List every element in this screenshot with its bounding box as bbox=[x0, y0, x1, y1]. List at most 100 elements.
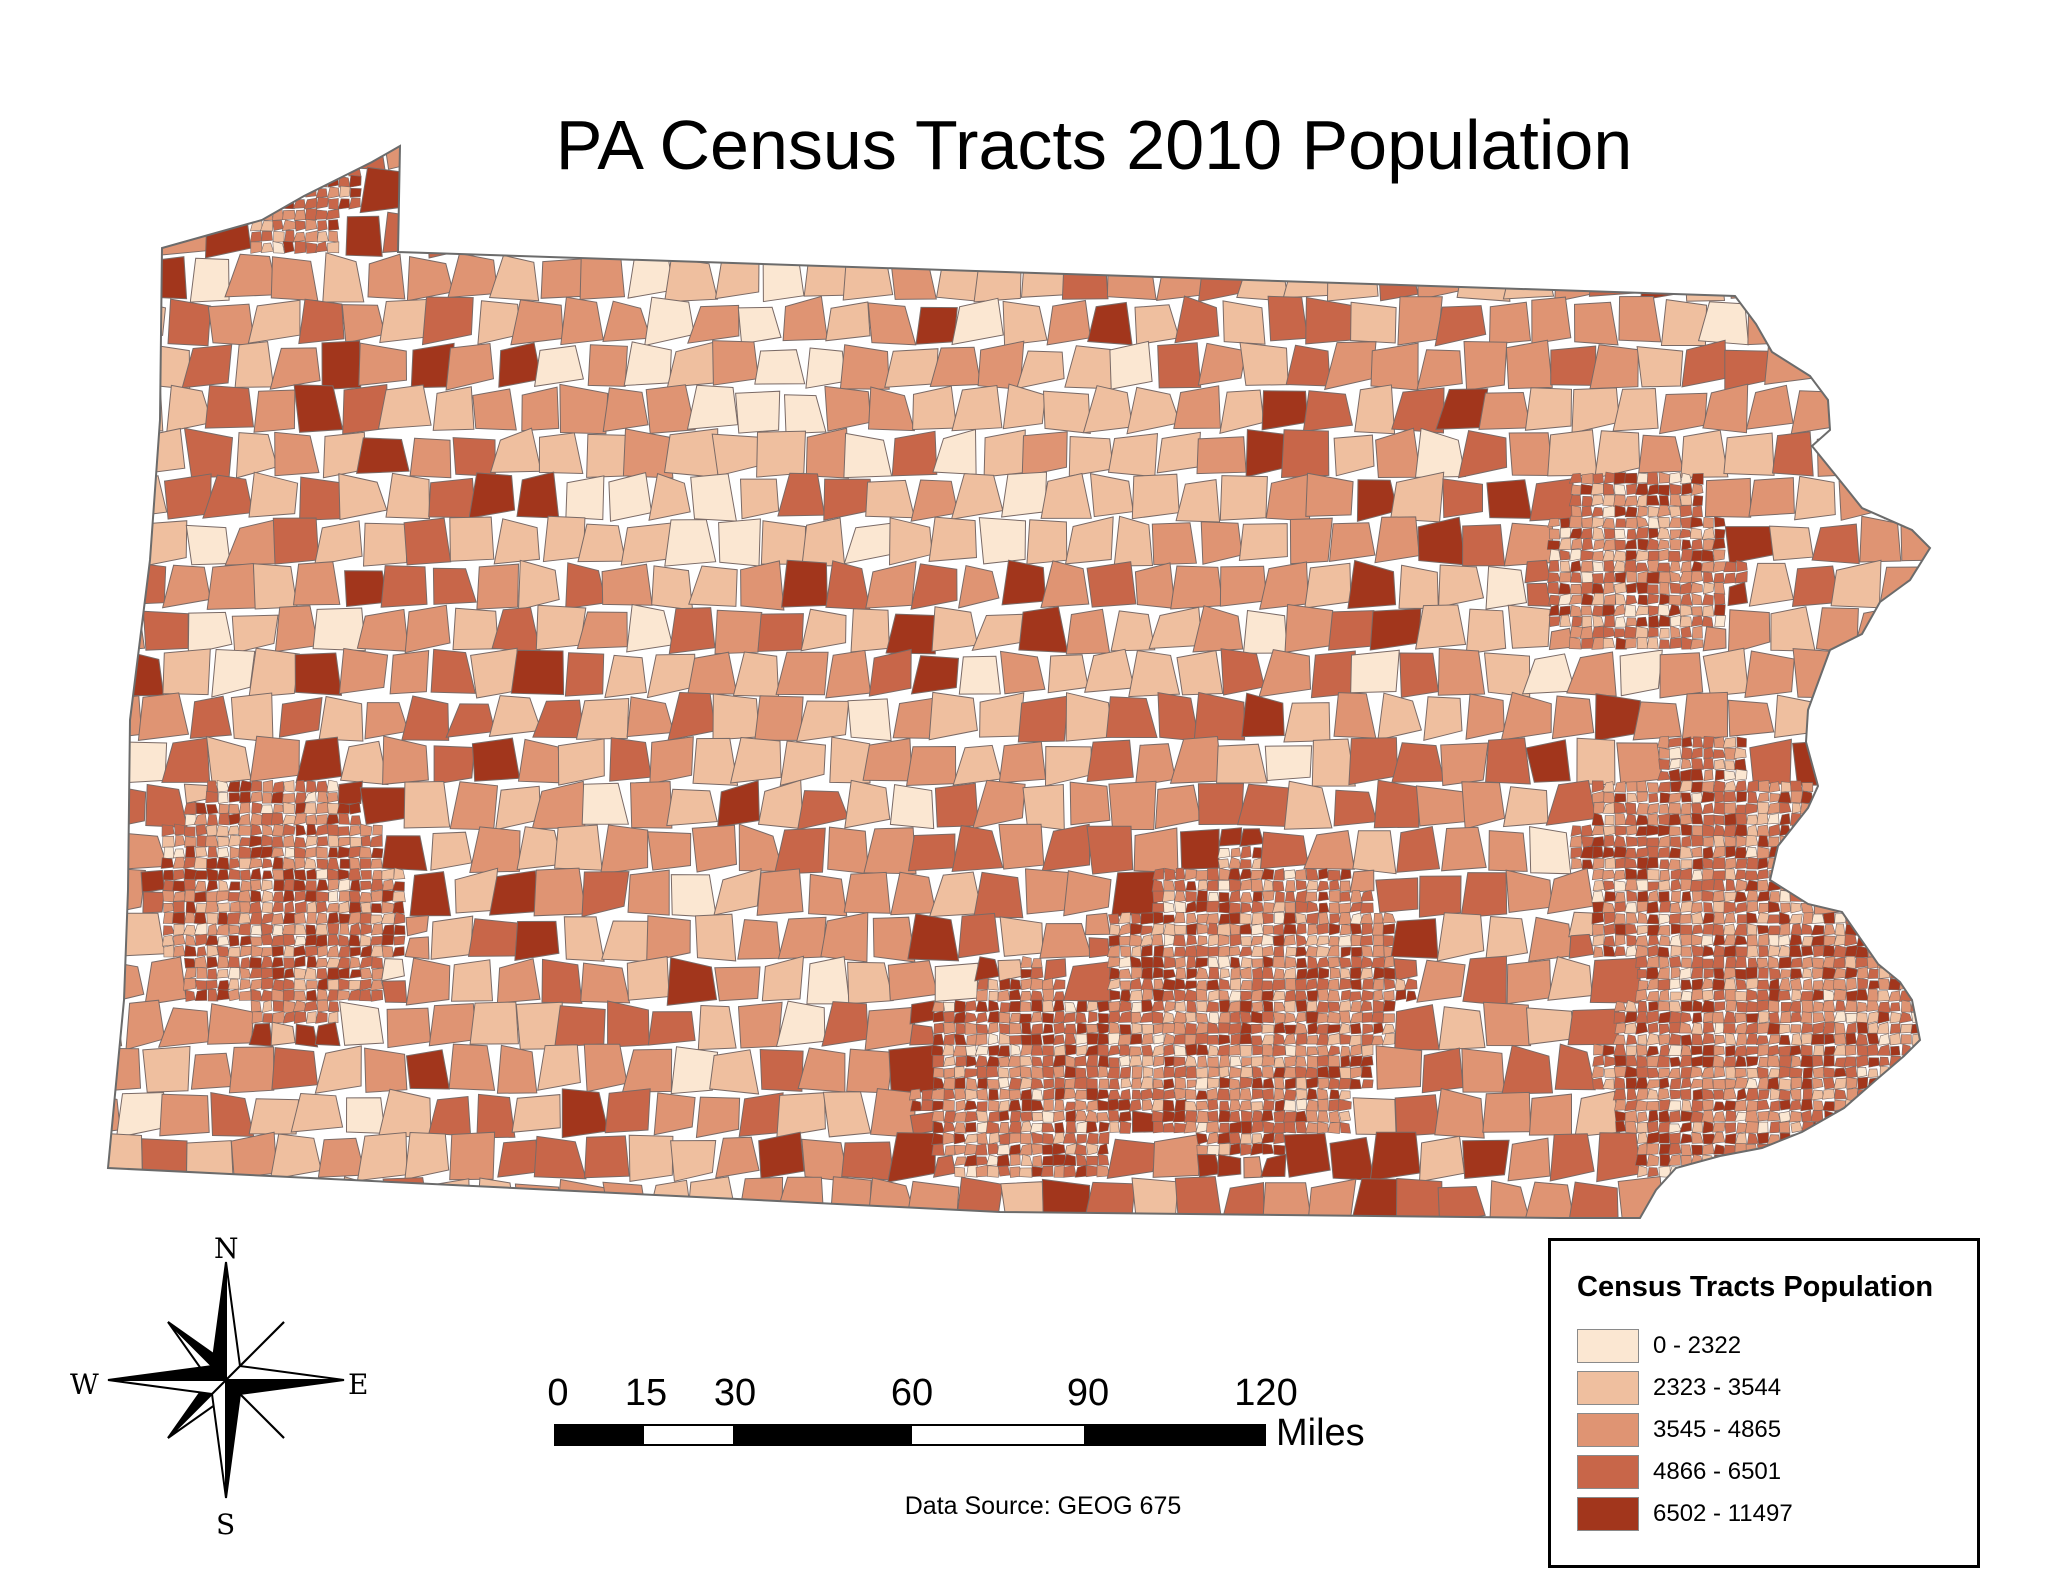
census-tract bbox=[1810, 934, 1825, 947]
census-tract bbox=[185, 989, 196, 1002]
census-tract bbox=[1635, 879, 1649, 892]
census-tract bbox=[1830, 216, 1879, 259]
census-tract bbox=[1240, 902, 1253, 914]
census-tract bbox=[932, 428, 977, 475]
census-tract bbox=[1295, 1033, 1308, 1046]
census-tract bbox=[1086, 739, 1134, 783]
census-tract bbox=[1465, 693, 1505, 740]
census-tract bbox=[284, 900, 295, 914]
census-tract bbox=[426, 216, 473, 259]
census-tract bbox=[670, 874, 717, 918]
census-tract bbox=[218, 803, 229, 814]
census-tract bbox=[273, 230, 285, 243]
census-tract bbox=[1271, 990, 1286, 1001]
census-tract bbox=[1856, 1001, 1869, 1013]
census-tract bbox=[1261, 912, 1274, 925]
census-tract bbox=[988, 1044, 1000, 1056]
census-tract bbox=[1185, 890, 1197, 903]
census-tract bbox=[206, 879, 218, 892]
census-tract bbox=[1702, 989, 1714, 1002]
census-tract bbox=[1779, 922, 1791, 936]
census-tract bbox=[1097, 1065, 1109, 1078]
census-tract bbox=[797, 790, 850, 831]
census-tract bbox=[1800, 1044, 1813, 1057]
census-tract bbox=[1317, 988, 1330, 1001]
census-tract bbox=[1119, 989, 1132, 1002]
compass-east-label: E bbox=[348, 1368, 369, 1401]
census-tract bbox=[207, 846, 218, 858]
census-tract bbox=[1186, 1079, 1197, 1089]
census-tract bbox=[1251, 900, 1264, 914]
census-tract bbox=[1626, 1088, 1638, 1101]
census-tract bbox=[1108, 913, 1120, 925]
census-tract bbox=[1251, 879, 1264, 892]
census-tract bbox=[1282, 923, 1297, 935]
census-tract bbox=[1822, 1077, 1836, 1090]
census-tract bbox=[975, 1000, 989, 1012]
census-tract bbox=[1701, 1077, 1714, 1090]
census-tract bbox=[1756, 801, 1770, 815]
census-tract bbox=[1196, 1110, 1209, 1123]
census-tract bbox=[1713, 835, 1726, 848]
census-tract bbox=[1184, 1022, 1197, 1035]
census-tract bbox=[1338, 957, 1352, 969]
census-tract bbox=[216, 945, 230, 958]
census-tract bbox=[1262, 1000, 1274, 1013]
census-tract bbox=[1889, 1002, 1901, 1012]
census-tract bbox=[1691, 625, 1703, 639]
census-tract bbox=[430, 915, 474, 960]
census-tract bbox=[1041, 1178, 1091, 1218]
census-tract bbox=[163, 846, 175, 859]
census-tract bbox=[1646, 977, 1659, 991]
census-tract bbox=[1898, 1011, 1913, 1024]
census-tract bbox=[282, 240, 295, 254]
census-tract bbox=[228, 881, 241, 891]
census-tract bbox=[1173, 924, 1187, 935]
census-tract bbox=[303, 857, 317, 870]
census-tract bbox=[1186, 912, 1198, 925]
census-tract bbox=[1174, 900, 1187, 914]
census-tract bbox=[1140, 944, 1153, 957]
census-tract bbox=[1744, 1121, 1759, 1134]
census-tract bbox=[1778, 1023, 1791, 1035]
census-tract bbox=[1591, 506, 1605, 518]
census-tract bbox=[1229, 1099, 1242, 1112]
census-tract bbox=[1161, 990, 1175, 1002]
census-tract bbox=[1734, 1156, 1748, 1166]
census-tract bbox=[271, 901, 284, 913]
census-tract bbox=[1021, 431, 1068, 478]
census-tract bbox=[1602, 637, 1615, 649]
census-tract bbox=[1194, 1076, 1209, 1090]
census-tract bbox=[1318, 911, 1330, 925]
census-tract bbox=[1173, 890, 1186, 903]
census-tract bbox=[1351, 956, 1363, 968]
census-tract bbox=[985, 1055, 1000, 1068]
legend-label: 2323 - 3544 bbox=[1653, 1374, 1782, 1401]
census-tract bbox=[1691, 606, 1703, 617]
census-tract bbox=[137, 692, 190, 741]
census-tract bbox=[1789, 1088, 1802, 1101]
census-tract bbox=[1327, 1033, 1341, 1046]
census-tract bbox=[370, 889, 384, 903]
census-tract bbox=[1262, 945, 1275, 957]
census-tract bbox=[1680, 1144, 1693, 1156]
census-tract bbox=[732, 651, 780, 698]
census-tract bbox=[269, 347, 321, 390]
census-tract bbox=[1207, 989, 1220, 1002]
census-tract bbox=[1580, 824, 1594, 837]
census-tract bbox=[1217, 858, 1230, 869]
census-tract bbox=[1328, 936, 1340, 947]
census-tract bbox=[359, 934, 372, 947]
census-tract bbox=[401, 695, 450, 741]
census-tract bbox=[1310, 650, 1356, 699]
census-tract bbox=[626, 956, 670, 1001]
census-tract bbox=[1030, 1099, 1044, 1112]
census-tract bbox=[126, 475, 168, 518]
census-tract bbox=[1756, 869, 1769, 880]
census-tract bbox=[211, 1178, 255, 1218]
census-tract bbox=[1812, 1001, 1825, 1013]
census-tract bbox=[305, 242, 318, 254]
census-tract bbox=[973, 871, 1024, 919]
census-tract bbox=[183, 967, 197, 980]
census-tract bbox=[1657, 604, 1671, 617]
